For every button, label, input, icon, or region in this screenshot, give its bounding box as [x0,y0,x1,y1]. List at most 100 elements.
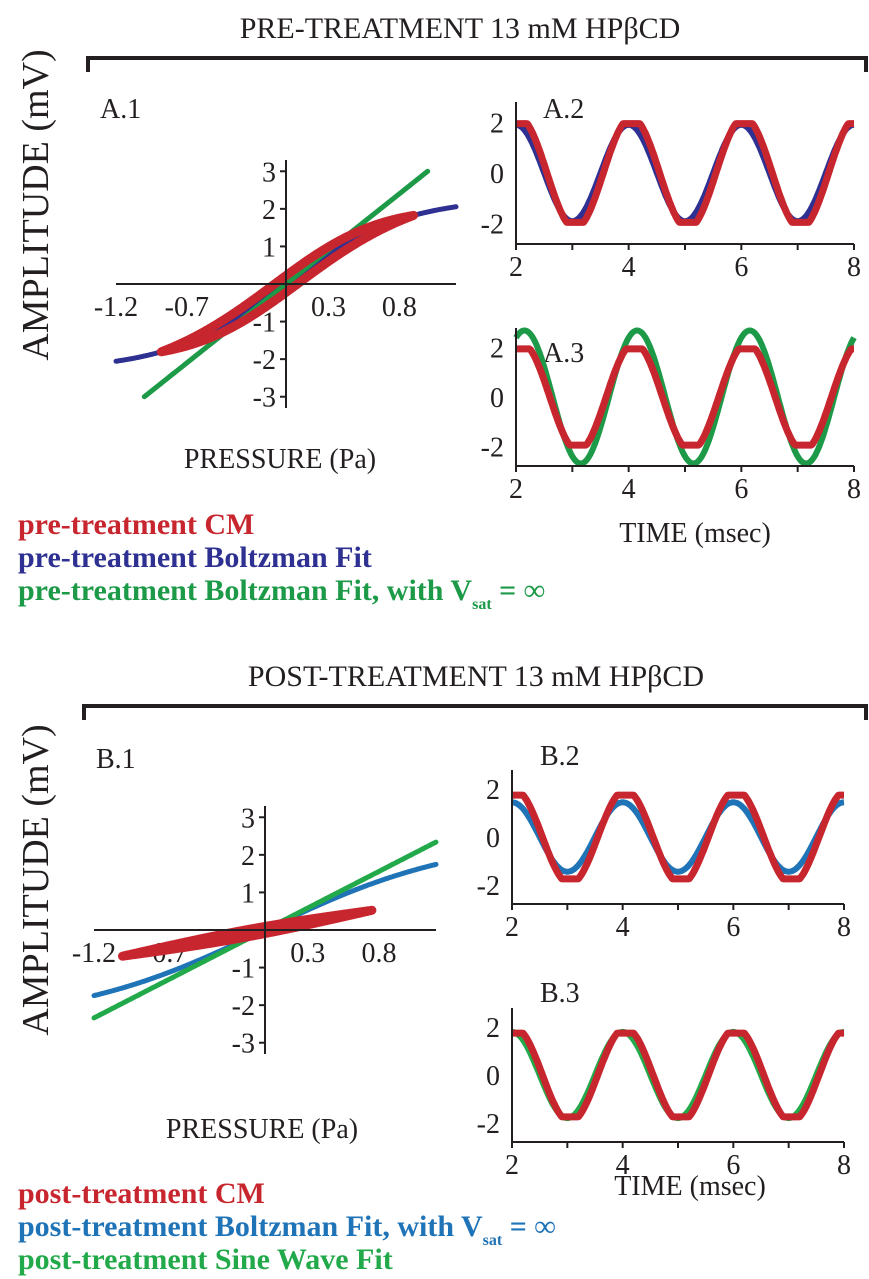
y-tick-label: -2 [232,991,255,1022]
tick-labels-B2: -2 0 2 2 4 6 8 [477,775,851,943]
legend-item-post-cm: post-treatment CM [18,1177,265,1210]
y-tick-label: -3 [232,1029,255,1060]
y-tick-label: 2 [486,1013,500,1044]
panel-label-A3: A.3 [543,338,584,369]
x-tick-label: -1.2 [94,292,138,323]
panel-label-A1: A.1 [100,94,141,125]
tick-labels-A2: -2 0 2 2 4 6 8 [481,108,861,283]
section-header-pre: PRE-TREATMENT 13 mM HPβCD [240,12,681,45]
section-post-treatment: POST-TREATMENT 13 mM HPβCD AMPLITUDE (mV… [15,660,868,1276]
series-B3 [509,1028,847,1122]
x-axis-title-B3: TIME (msec) [614,1171,766,1202]
x-axis-title-B1: PRESSURE (Pa) [166,1114,358,1145]
series-loop-A.1 [156,210,418,357]
y-tick-label: 3 [241,803,255,834]
series-B2 [509,791,847,883]
x-tick-label: -0.7 [165,292,209,323]
section-pre-treatment: PRE-TREATMENT 13 mM HPβCD AMPLITUDE (mV)… [15,12,868,613]
panel-label-A2: A.2 [543,94,584,125]
axes-A1 [116,160,456,408]
axes-B2 [511,770,845,910]
x-tick-label: 0.3 [311,292,346,323]
panel-label-B2: B.2 [540,741,580,772]
y-tick-label: -2 [253,345,276,376]
series-loop-B.1 [118,905,377,961]
series-line-A.2-1 [513,120,857,226]
legend-item-post-sine: post-treatment Sine Wave Fit [18,1243,393,1276]
y-axis-title-post: AMPLITUDE (mV) [15,724,57,1035]
tick-labels-A3: -2 0 2 2 4 6 8 [481,334,861,505]
section-bracket-post [82,704,868,720]
series-line-B.2-0 [510,799,846,875]
legend-item-pre-boltzmann: pre-treatment Boltzman Fit [18,541,372,574]
section-bracket-pre [86,56,868,72]
series-line-A.3-0 [513,327,857,467]
panel-B3: B.3 -2 0 2 2 4 6 8 TIME (msec) [477,978,851,1202]
series-line-A.3-1 [513,345,857,449]
y-tick-label: 3 [262,157,276,188]
y-tick-label: -2 [477,871,500,902]
x-tick-label: 2 [509,252,523,283]
x-tick-label: 4 [616,912,630,943]
panel-A3: A.3 -2 0 2 2 4 6 8 TIME (msec) [481,327,861,549]
y-tick-label: 2 [262,195,276,226]
y-tick-label: 0 [490,159,504,190]
x-tick-label: 8 [847,252,861,283]
x-tick-label: 2 [505,1150,519,1181]
y-tick-label: 2 [490,334,504,365]
x-tick-label: 0.8 [362,938,397,969]
legend-post: post-treatment CM post-treatment Boltzma… [18,1177,556,1276]
series-line-B.2-1 [509,791,847,883]
x-tick-label: 4 [622,252,636,283]
series-line-A.2-0 [514,121,856,225]
panel-A2: A.2 -2 0 2 2 4 6 8 [481,94,861,283]
legend-item-post-boltzmann-vsat: post-treatment Boltzman Fit, with Vsat =… [18,1210,556,1249]
x-tick-label: 4 [616,1150,630,1181]
legend-item-pre-boltzmann-vsat: pre-treatment Boltzman Fit, with Vsat = … [18,574,545,613]
series-A3 [513,327,857,467]
x-tick-label: 6 [734,474,748,505]
x-tick-label: -1.2 [72,938,116,969]
series-A2 [513,120,857,226]
x-tick-label: 6 [726,912,740,943]
panel-B2: B.2 -2 0 2 2 4 6 8 [477,741,851,943]
x-axis-title-A3: TIME (msec) [619,518,771,549]
x-tick-label: 8 [837,1150,851,1181]
x-tick-label: 2 [509,474,523,505]
series-line-B.3-1 [509,1029,847,1121]
x-tick-label: 8 [837,912,851,943]
series-line-B.3-0 [510,1028,846,1122]
y-tick-label: 1 [241,878,255,909]
panel-label-B3: B.3 [540,978,580,1009]
y-tick-label: 0 [486,823,500,854]
x-tick-label: 6 [726,1150,740,1181]
x-tick-label: 6 [734,252,748,283]
panel-label-B1: B.1 [96,744,136,775]
y-tick-label: -1 [232,954,255,985]
y-axis-title-pre: AMPLITUDE (mV) [15,49,57,360]
y-tick-label: 1 [262,232,276,263]
axes-A2 [515,102,855,250]
axes-B3 [511,1008,845,1148]
legend-pre: pre-treatment CM pre-treatment Boltzman … [18,508,545,613]
y-tick-label: 2 [241,841,255,872]
y-tick-label: 0 [486,1061,500,1092]
y-tick-label: -2 [481,210,504,241]
x-axis-title-A1: PRESSURE (Pa) [184,444,376,475]
y-tick-label: -3 [253,383,276,414]
y-tick-label: 2 [486,775,500,806]
y-tick-label: 0 [490,383,504,414]
y-tick-label: -2 [481,432,504,463]
axes-A3 [515,328,855,472]
y-tick-label: 2 [490,108,504,139]
y-tick-label: -2 [477,1109,500,1140]
x-tick-label: 8 [847,474,861,505]
tick-labels-B3: -2 0 2 2 4 6 8 [477,1013,851,1181]
x-tick-label: 2 [505,912,519,943]
section-header-post: POST-TREATMENT 13 mM HPβCD [248,660,704,693]
axes-B1 [94,806,436,1054]
